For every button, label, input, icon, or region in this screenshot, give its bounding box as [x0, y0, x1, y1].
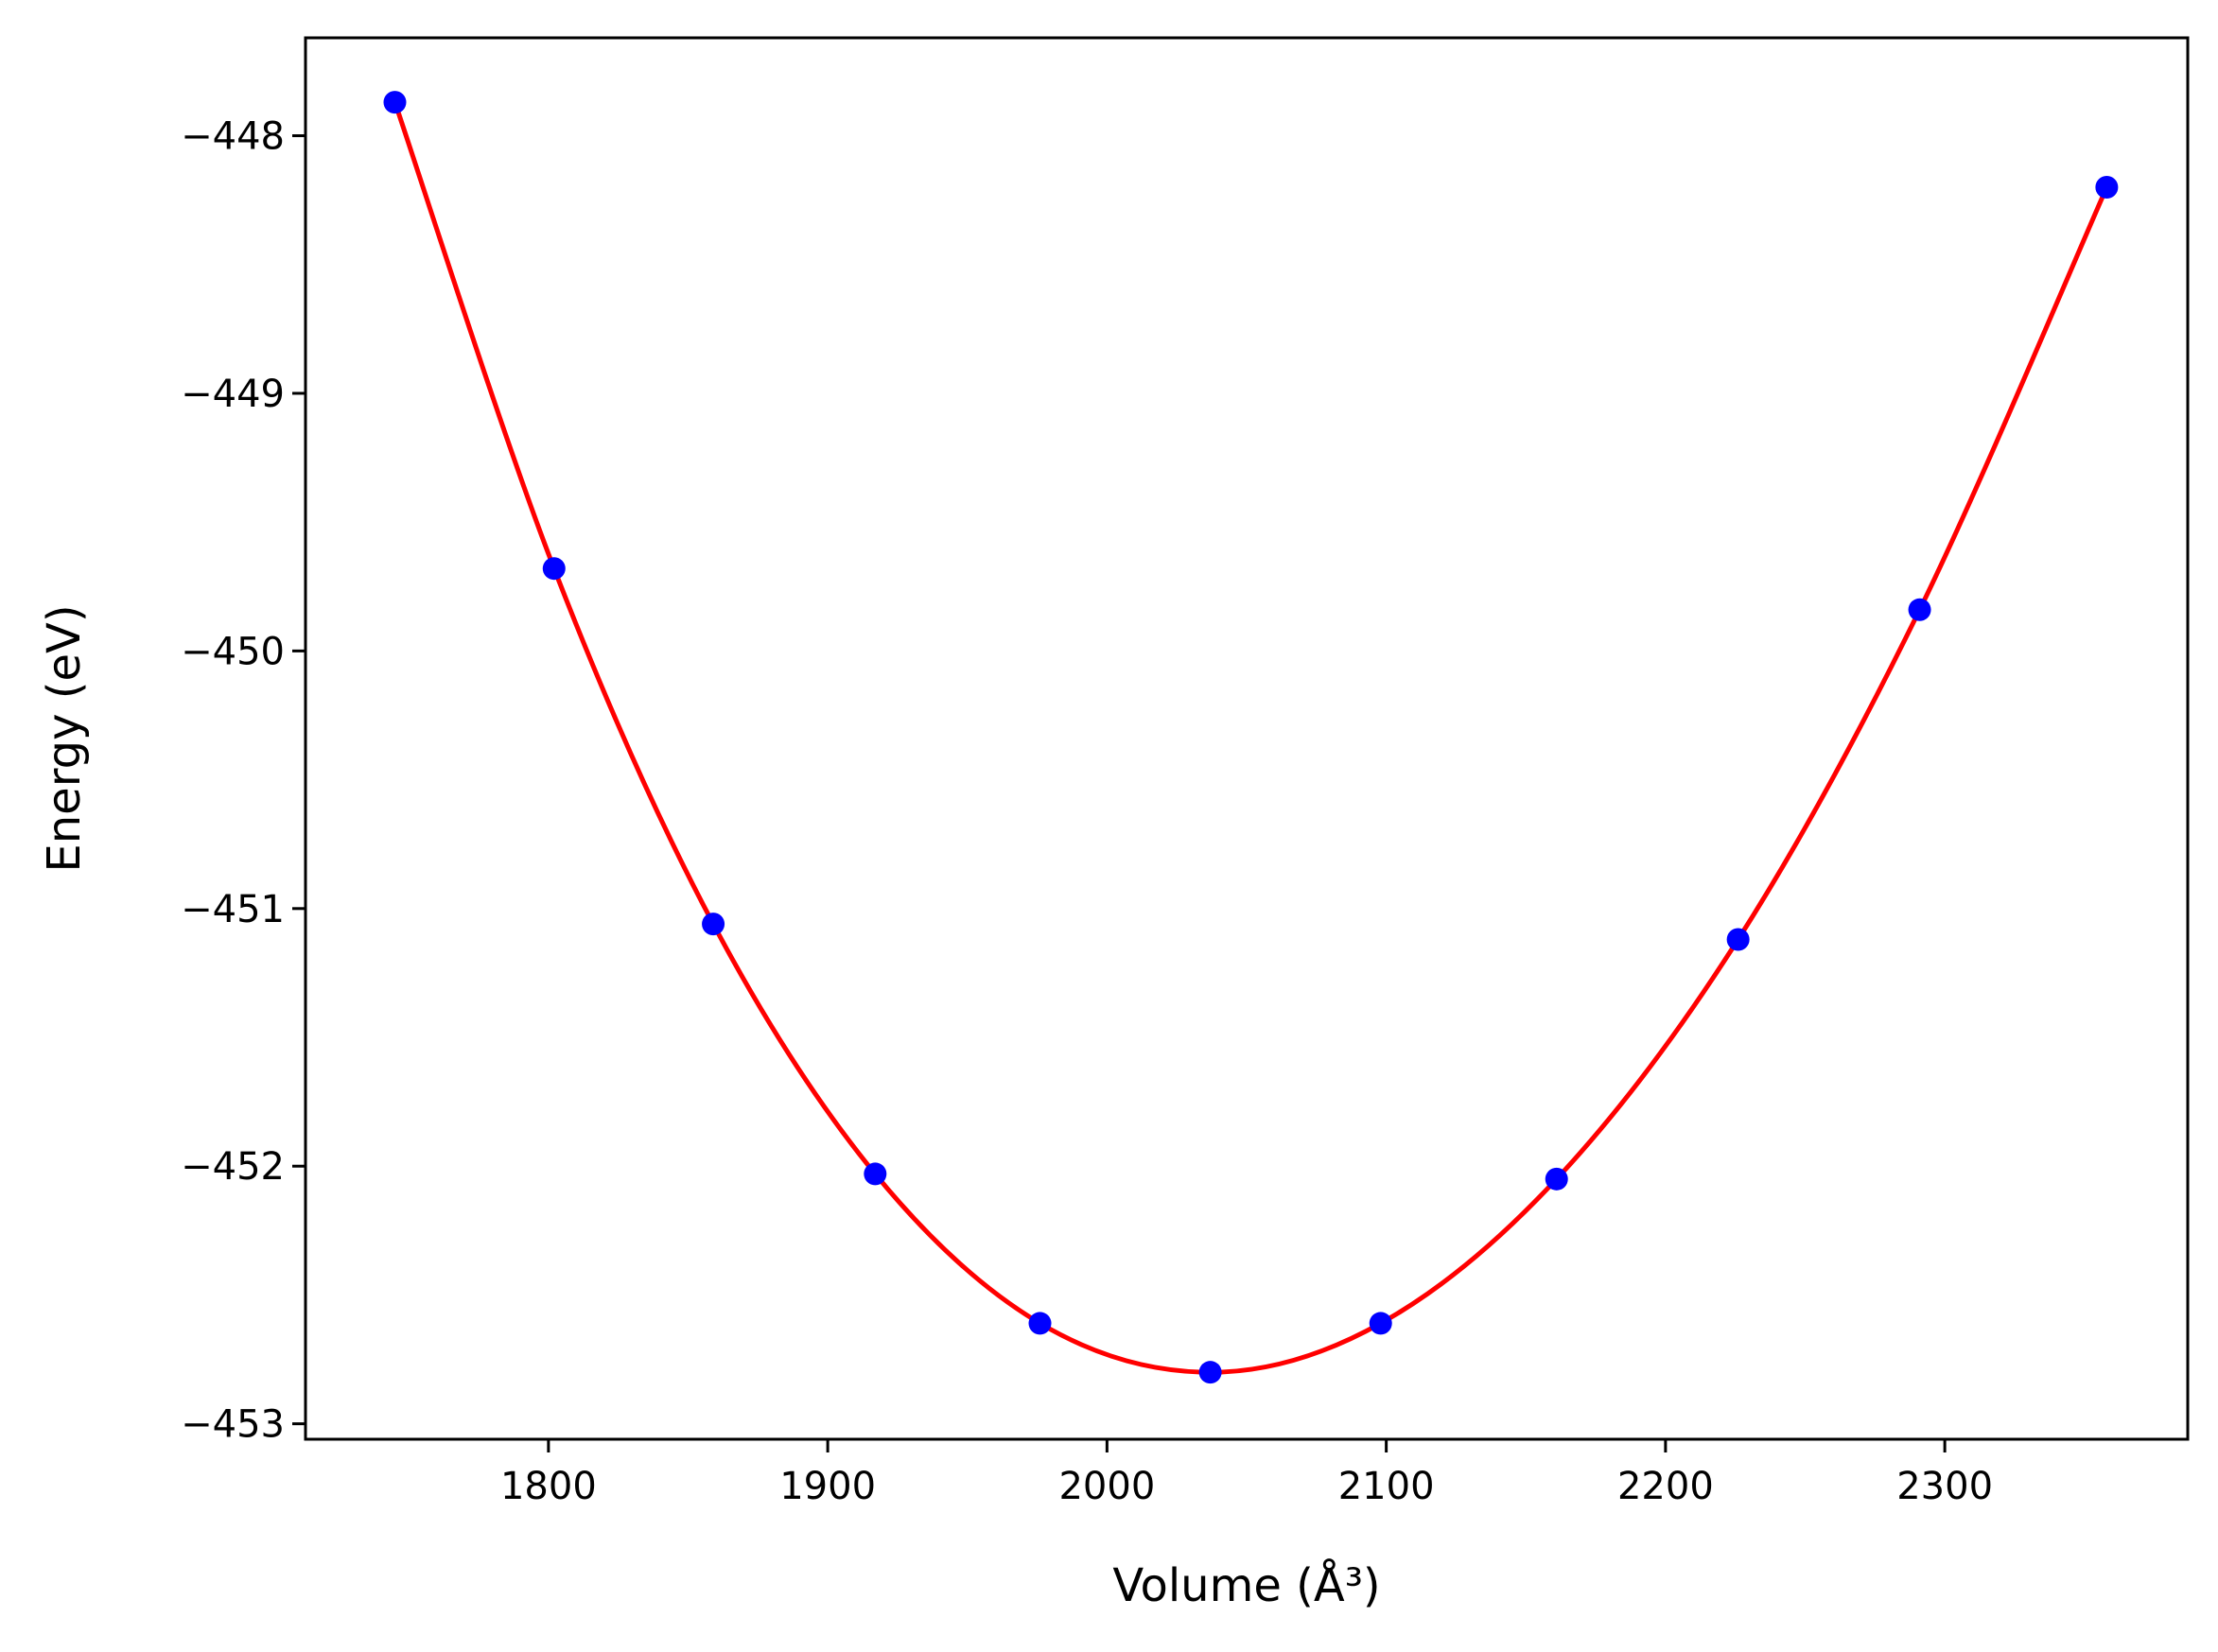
y-axis: −448 −449 −450 −451 −452 −453 [181, 115, 306, 1447]
y-tick-label: −451 [181, 888, 285, 931]
x-tick-label: 2000 [1058, 1465, 1155, 1508]
x-tick-label: 2200 [1617, 1465, 1714, 1508]
y-axis-title: Energy (eV) [38, 604, 91, 872]
data-point [1369, 1312, 1392, 1335]
data-point [1198, 1361, 1222, 1384]
data-point [1028, 1312, 1052, 1335]
data-points [383, 91, 2119, 1384]
x-tick-label: 2300 [1896, 1465, 1993, 1508]
y-tick-label: −449 [181, 373, 285, 416]
x-tick-label: 2100 [1338, 1465, 1435, 1508]
plot-frame [304, 36, 2190, 1441]
data-point [2095, 176, 2119, 200]
x-axis: 1800 1900 2000 2100 2200 2300 [500, 1439, 1993, 1508]
x-axis-title: Volume (Å³) [1112, 1558, 1380, 1612]
data-point [1726, 928, 1750, 951]
x-tick-label: 1800 [500, 1465, 597, 1508]
data-point [864, 1162, 887, 1186]
data-point [1908, 598, 1931, 621]
data-point [1545, 1167, 1568, 1191]
y-tick-label: −453 [181, 1403, 285, 1447]
y-tick-label: −448 [181, 115, 285, 159]
data-point [542, 557, 566, 581]
x-tick-label: 1900 [779, 1465, 876, 1508]
data-point [702, 913, 725, 936]
data-point [383, 91, 407, 114]
plot-area [304, 36, 2190, 1441]
y-tick-label: −450 [181, 630, 285, 673]
y-tick-label: −452 [181, 1145, 285, 1189]
